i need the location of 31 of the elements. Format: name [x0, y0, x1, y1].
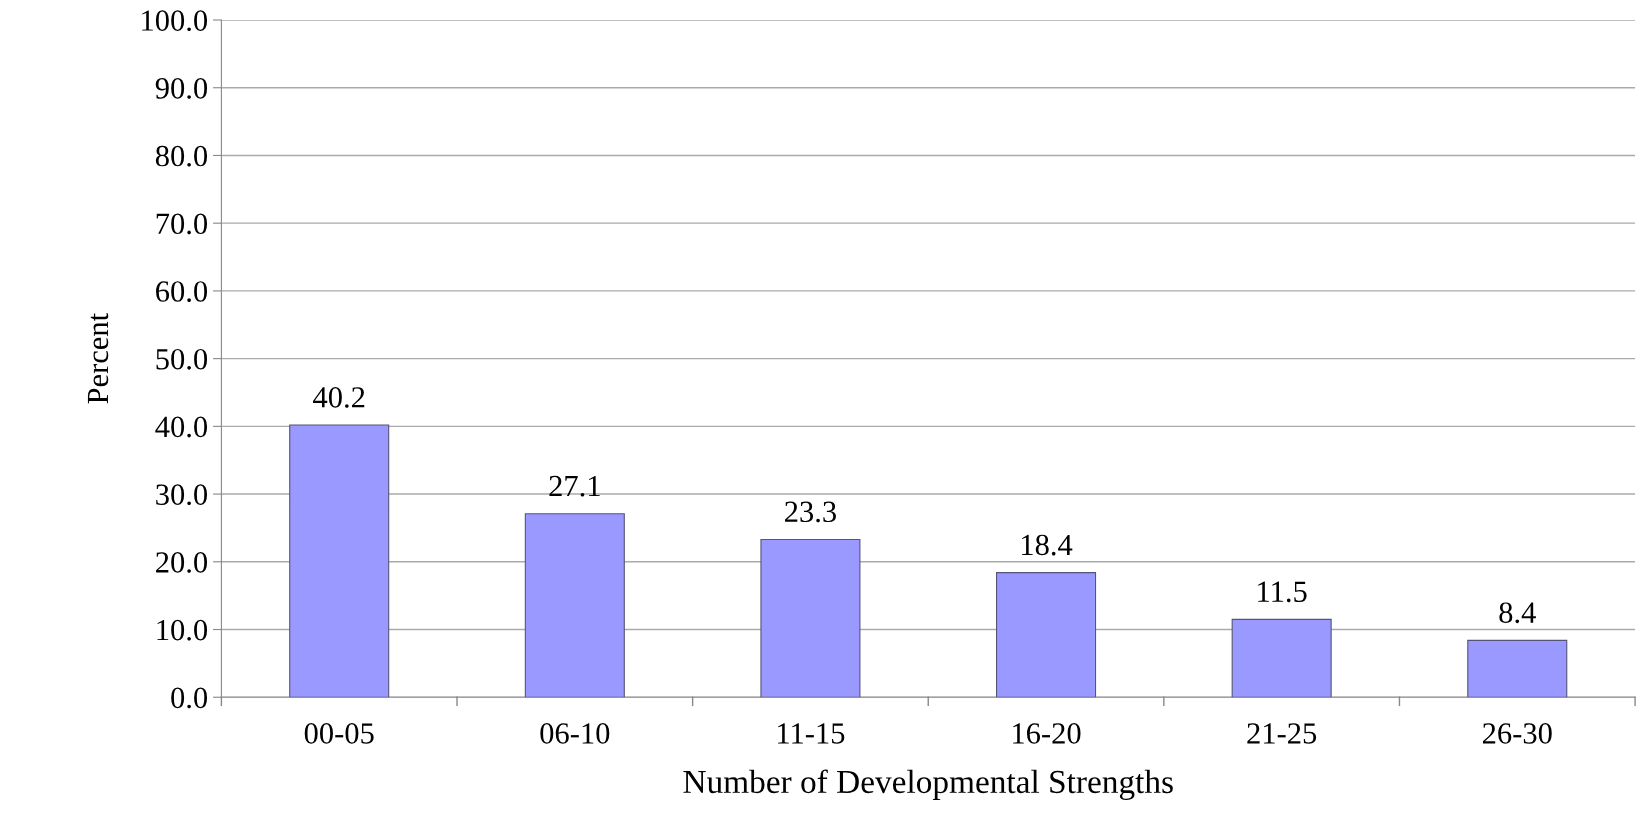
data-label: 8.4 [1499, 602, 1536, 624]
y-tick-label: 50.0 [156, 348, 208, 370]
x-tick-label: 00-05 [304, 723, 374, 744]
y-tick-label: 90.0 [155, 78, 208, 99]
y-tick-label: 60.0 [156, 281, 208, 302]
data-label: 23.3 [785, 501, 836, 523]
x-axis-title: Number of Developmental Strengths [683, 769, 1173, 801]
y-tick-label: 10.0 [157, 619, 208, 641]
y-tick-label: 40.0 [155, 416, 208, 438]
x-tick-label: 06-10 [540, 723, 610, 744]
bar [760, 538, 861, 698]
data-label: 27.1 [549, 475, 600, 497]
y-tick-label: 80.0 [155, 145, 208, 167]
data-label: 11.5 [1258, 581, 1307, 603]
y-tick-label: 100.0 [142, 10, 208, 32]
x-tick-label: 11-15 [778, 723, 845, 744]
y-tick-label: 20.0 [156, 552, 208, 573]
y-tick-label: 0.0 [171, 687, 208, 709]
bar [289, 424, 390, 698]
x-tick-label: 21-25 [1247, 723, 1317, 744]
x-tick-label: 16-20 [1013, 723, 1081, 744]
bar [1467, 639, 1568, 698]
y-tick-label: 70.0 [156, 213, 208, 235]
x-tick-label: 26-30 [1482, 723, 1552, 744]
bar [524, 513, 625, 698]
bar [1231, 618, 1332, 698]
y-axis-title: Percent [87, 312, 109, 404]
y-tick-label: 30.0 [156, 484, 208, 506]
data-label: 18.4 [1022, 534, 1073, 556]
bar [996, 572, 1097, 698]
data-label: 40.2 [313, 387, 365, 408]
